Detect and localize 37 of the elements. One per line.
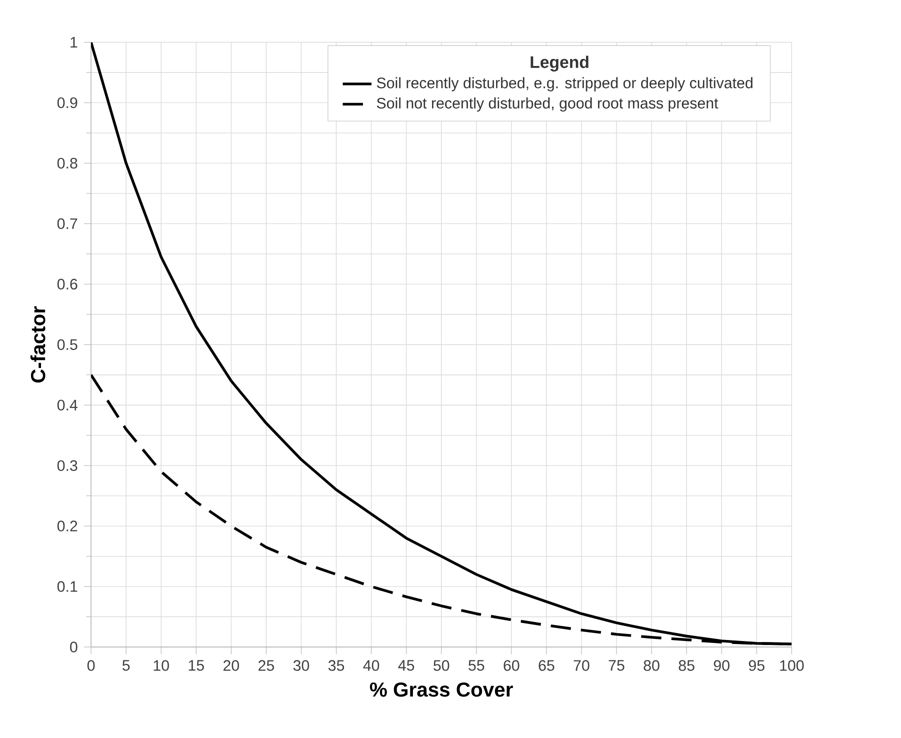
y-tick-label: 0.2 — [57, 520, 78, 532]
y-tick-label: 0.4 — [57, 400, 78, 410]
y-tick-label: 0.7 — [57, 218, 78, 230]
x-tick-label: 45 — [398, 660, 414, 671]
x-tick-label: 5 — [122, 660, 130, 671]
y-tick-label: 0.5 — [57, 339, 78, 350]
x-tick-label: 15 — [188, 660, 204, 671]
legend-title: Legend — [530, 56, 588, 72]
y-tick-label: 0.9 — [57, 97, 78, 108]
x-tick-label: 25 — [258, 660, 274, 671]
x-tick-label: 50 — [434, 660, 450, 671]
x-tick-label: 65 — [538, 660, 554, 671]
y-tick-label: 0.1 — [57, 581, 78, 592]
legend-label: Soil not recently disturbed, good root mass present — [376, 97, 718, 112]
x-tick-label: 85 — [678, 660, 694, 671]
x-tick-label: 95 — [748, 660, 764, 671]
y-axis-title: C-factor — [30, 306, 46, 383]
y-tick-label: 0 — [70, 642, 78, 652]
y-tick-label: 0.6 — [57, 278, 78, 290]
x-tick-label: 20 — [224, 660, 240, 671]
x-tick-label: 0 — [87, 660, 95, 671]
y-tick-label: 0.8 — [57, 158, 78, 169]
x-axis-title: % Grass Cover — [370, 682, 513, 697]
x-tick-label: 80 — [644, 660, 660, 671]
y-tick-label: 1 — [70, 37, 78, 48]
x-tick-label: 60 — [504, 660, 520, 671]
x-tick-label: 75 — [608, 660, 624, 671]
x-tick-label: 55 — [468, 660, 484, 671]
x-tick-label: 30 — [293, 660, 310, 671]
x-tick-label: 10 — [154, 660, 169, 671]
x-tick-label: 70 — [574, 660, 590, 671]
legend-label: Soil recently disturbed, e.g. stripped or deeply cultivated — [376, 77, 752, 92]
x-tick-label: 40 — [363, 660, 380, 671]
x-tick-label: 100 — [780, 660, 804, 671]
x-tick-label: 35 — [328, 660, 344, 671]
x-tick-label: 90 — [714, 660, 730, 671]
y-tick-label: 0.3 — [57, 460, 78, 471]
